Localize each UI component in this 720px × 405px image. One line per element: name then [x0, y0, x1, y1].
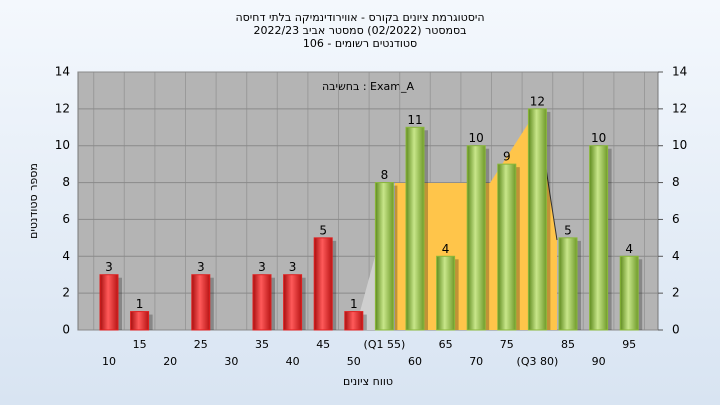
bar: [252, 274, 272, 331]
x-tick-label: 90: [592, 355, 606, 368]
chart-title: היסטוגרמת ציונים בקורס - אווירודינמיקה ב…: [235, 11, 484, 24]
y-tick-label: 8: [62, 175, 70, 189]
y2-tick-label: 12: [672, 101, 687, 115]
y2-tick-label: 2: [672, 286, 680, 300]
bar: [99, 274, 119, 331]
x-tick-label: (Q1 55): [364, 338, 406, 351]
y2-tick-label: 14: [672, 65, 687, 79]
x-tick-label: 95: [622, 338, 636, 351]
x-tick-label: 60: [408, 355, 422, 368]
x-tick-label: 25: [194, 338, 208, 351]
data-label: 3: [289, 260, 297, 274]
bar: [619, 255, 639, 331]
bar: [527, 108, 547, 331]
data-label: 5: [564, 223, 572, 237]
y-tick-label: 6: [62, 212, 70, 226]
bar: [589, 145, 609, 331]
bar: [344, 311, 364, 331]
bar: [130, 311, 150, 331]
bar: [436, 255, 456, 331]
x-tick-label: 40: [286, 355, 300, 368]
data-label: 9: [503, 150, 511, 164]
data-label: 11: [407, 113, 422, 127]
data-label: 3: [197, 260, 205, 274]
bar: [497, 163, 517, 331]
data-label: 3: [258, 260, 266, 274]
x-tick-label: 30: [224, 355, 238, 368]
data-label: 1: [350, 297, 358, 311]
data-label: 5: [319, 223, 327, 237]
bar: [191, 274, 211, 331]
y-tick-label: 2: [62, 286, 70, 300]
y2-tick-label: 10: [672, 138, 687, 152]
x-tick-label: 65: [439, 338, 453, 351]
data-label: 4: [442, 242, 450, 256]
chart-subtitle: סטודנטים רשומים - 106: [303, 37, 417, 50]
y2-tick-label: 0: [672, 323, 680, 337]
x-tick-label: 45: [316, 338, 330, 351]
y-tick-label: 4: [62, 249, 70, 263]
x-axis-label: טווח ציונים: [343, 375, 393, 388]
bar: [558, 237, 578, 331]
y-tick-label: 12: [55, 101, 70, 115]
data-label: 12: [530, 94, 545, 108]
annotation: בחשיבה : Exam_A: [322, 80, 414, 93]
x-tick-label: 50: [347, 355, 361, 368]
data-label: 10: [591, 131, 606, 145]
x-tick-label: (Q3 80): [517, 355, 559, 368]
x-tick-label: 15: [133, 338, 147, 351]
y2-tick-label: 6: [672, 212, 680, 226]
y-tick-label: 10: [55, 138, 70, 152]
data-label: 8: [381, 168, 389, 182]
x-tick-label: 10: [102, 355, 116, 368]
data-label: 4: [625, 242, 633, 256]
data-label: 3: [105, 260, 113, 274]
y2-tick-label: 8: [672, 175, 680, 189]
x-tick-label: 70: [469, 355, 483, 368]
bar: [374, 182, 394, 331]
y-tick-label: 14: [55, 65, 70, 79]
y-axis-label: מספר סטודנטים: [27, 163, 40, 239]
bar: [405, 126, 425, 331]
bar: [313, 237, 333, 331]
x-tick-label: 75: [500, 338, 514, 351]
y2-tick-label: 4: [672, 249, 680, 263]
bar: [466, 145, 486, 331]
y-tick-label: 0: [62, 323, 70, 337]
x-tick-label: 85: [561, 338, 575, 351]
x-tick-label: 20: [163, 355, 177, 368]
x-tick-label: 35: [255, 338, 269, 351]
data-label: 10: [469, 131, 484, 145]
chart-subtitle: בסמסטר (02/2022) סמסטר אביב 2022/23: [253, 24, 466, 37]
data-label: 1: [136, 297, 144, 311]
bar: [283, 274, 303, 331]
